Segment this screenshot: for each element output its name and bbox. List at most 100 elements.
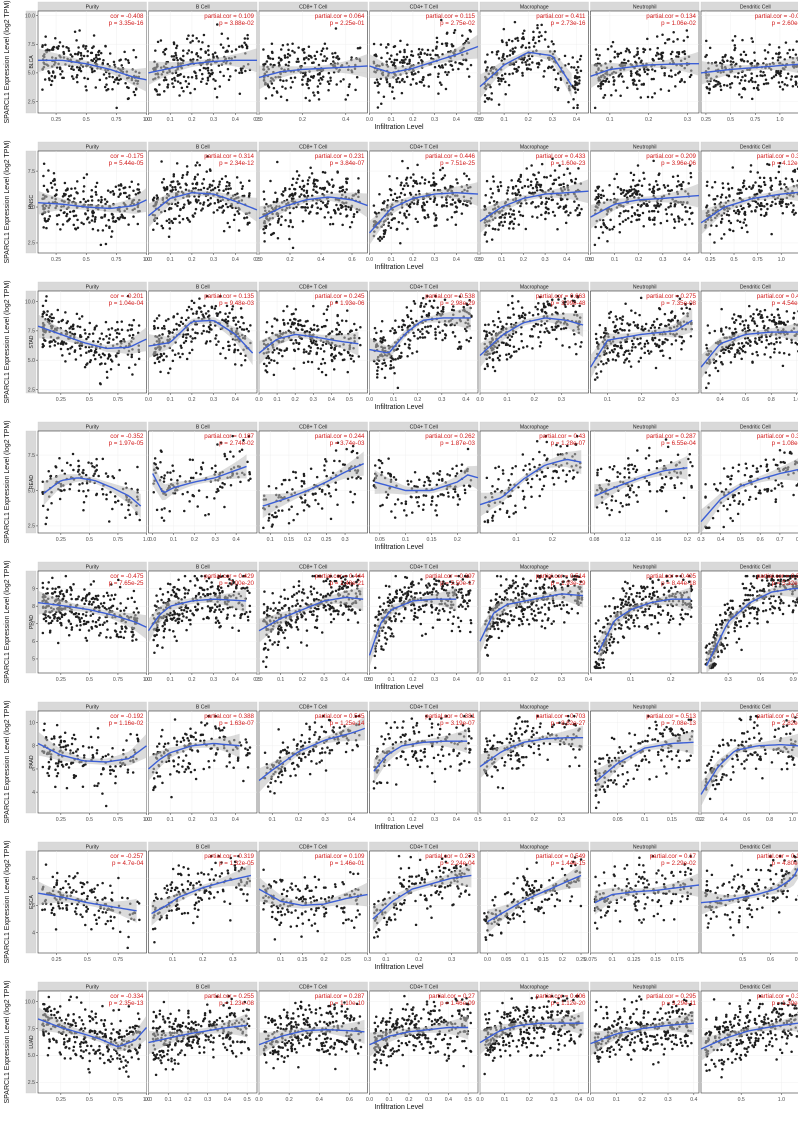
data-point — [226, 205, 230, 209]
data-point — [214, 79, 217, 82]
data-point — [196, 173, 200, 176]
data-point — [483, 233, 487, 236]
data-point — [389, 226, 393, 230]
data-point — [398, 211, 402, 214]
data-point — [705, 184, 709, 188]
data-point — [61, 343, 65, 346]
data-point — [722, 83, 726, 87]
data-point — [712, 85, 716, 89]
data-point — [434, 333, 437, 337]
data-point — [162, 358, 165, 362]
data-point — [160, 160, 163, 163]
data-point — [112, 338, 115, 341]
data-point — [284, 63, 288, 66]
data-point — [222, 229, 226, 233]
data-point — [612, 75, 615, 79]
data-point — [180, 58, 183, 62]
data-point — [654, 54, 658, 57]
data-point — [232, 218, 236, 222]
data-point — [321, 75, 325, 78]
data-point — [636, 203, 640, 207]
data-point — [323, 55, 326, 58]
data-point — [329, 76, 332, 80]
data-point — [302, 185, 305, 188]
data-point — [201, 41, 204, 44]
data-point — [426, 213, 430, 217]
data-point — [624, 50, 628, 53]
data-point — [401, 61, 404, 65]
data-point — [729, 221, 733, 225]
x-tick-label: 0.5 — [346, 397, 353, 403]
data-point — [127, 86, 130, 90]
data-point — [172, 180, 175, 183]
data-point — [185, 173, 189, 176]
data-point — [525, 63, 528, 67]
data-point — [199, 80, 203, 84]
data-point — [446, 218, 449, 221]
data-point — [528, 57, 532, 61]
data-point — [652, 58, 655, 62]
data-point — [505, 55, 509, 58]
data-point — [128, 334, 131, 337]
data-point — [651, 68, 654, 71]
data-point — [408, 343, 411, 347]
data-point — [355, 328, 358, 332]
data-point — [428, 299, 432, 303]
data-point — [303, 73, 307, 76]
data-point — [109, 191, 112, 194]
data-point — [224, 202, 228, 206]
data-point — [57, 320, 60, 324]
data-point — [432, 176, 435, 180]
data-point — [56, 47, 60, 50]
data-point — [228, 181, 231, 185]
data-point — [665, 212, 668, 216]
data-point — [458, 340, 461, 344]
data-point — [242, 321, 245, 325]
y-tick-label: 10.0 — [25, 299, 35, 305]
data-point — [101, 229, 105, 232]
data-point — [93, 57, 96, 61]
data-point — [427, 215, 430, 219]
data-point — [127, 366, 131, 369]
data-point — [300, 328, 304, 331]
data-point — [282, 321, 286, 325]
data-point — [234, 316, 237, 319]
data-point — [378, 239, 382, 242]
data-point — [171, 221, 174, 225]
data-point — [648, 218, 652, 221]
data-point — [504, 213, 507, 216]
data-point — [673, 226, 676, 230]
data-point — [189, 201, 192, 204]
data-point — [265, 321, 269, 324]
data-point — [556, 202, 559, 205]
data-point — [99, 382, 102, 386]
data-point — [601, 82, 605, 86]
data-point — [271, 351, 274, 354]
data-point — [61, 318, 64, 322]
data-point — [82, 222, 85, 226]
data-point — [453, 29, 457, 32]
data-point — [406, 62, 409, 66]
data-point — [84, 332, 87, 335]
data-point — [100, 195, 103, 199]
data-point — [316, 90, 320, 94]
data-point — [373, 81, 377, 85]
data-point — [172, 315, 175, 319]
data-point — [550, 40, 554, 43]
data-point — [88, 360, 92, 364]
data-point — [715, 224, 718, 228]
data-point — [338, 186, 342, 189]
data-point — [450, 203, 454, 206]
data-point — [739, 53, 743, 56]
data-point — [630, 72, 633, 75]
data-point — [757, 84, 760, 87]
data-point — [521, 186, 524, 189]
data-point — [103, 198, 107, 201]
data-point — [762, 70, 765, 74]
data-point — [672, 40, 675, 43]
data-point — [677, 51, 681, 54]
data-point — [645, 204, 648, 207]
data-point — [423, 305, 426, 308]
data-point — [743, 212, 746, 215]
